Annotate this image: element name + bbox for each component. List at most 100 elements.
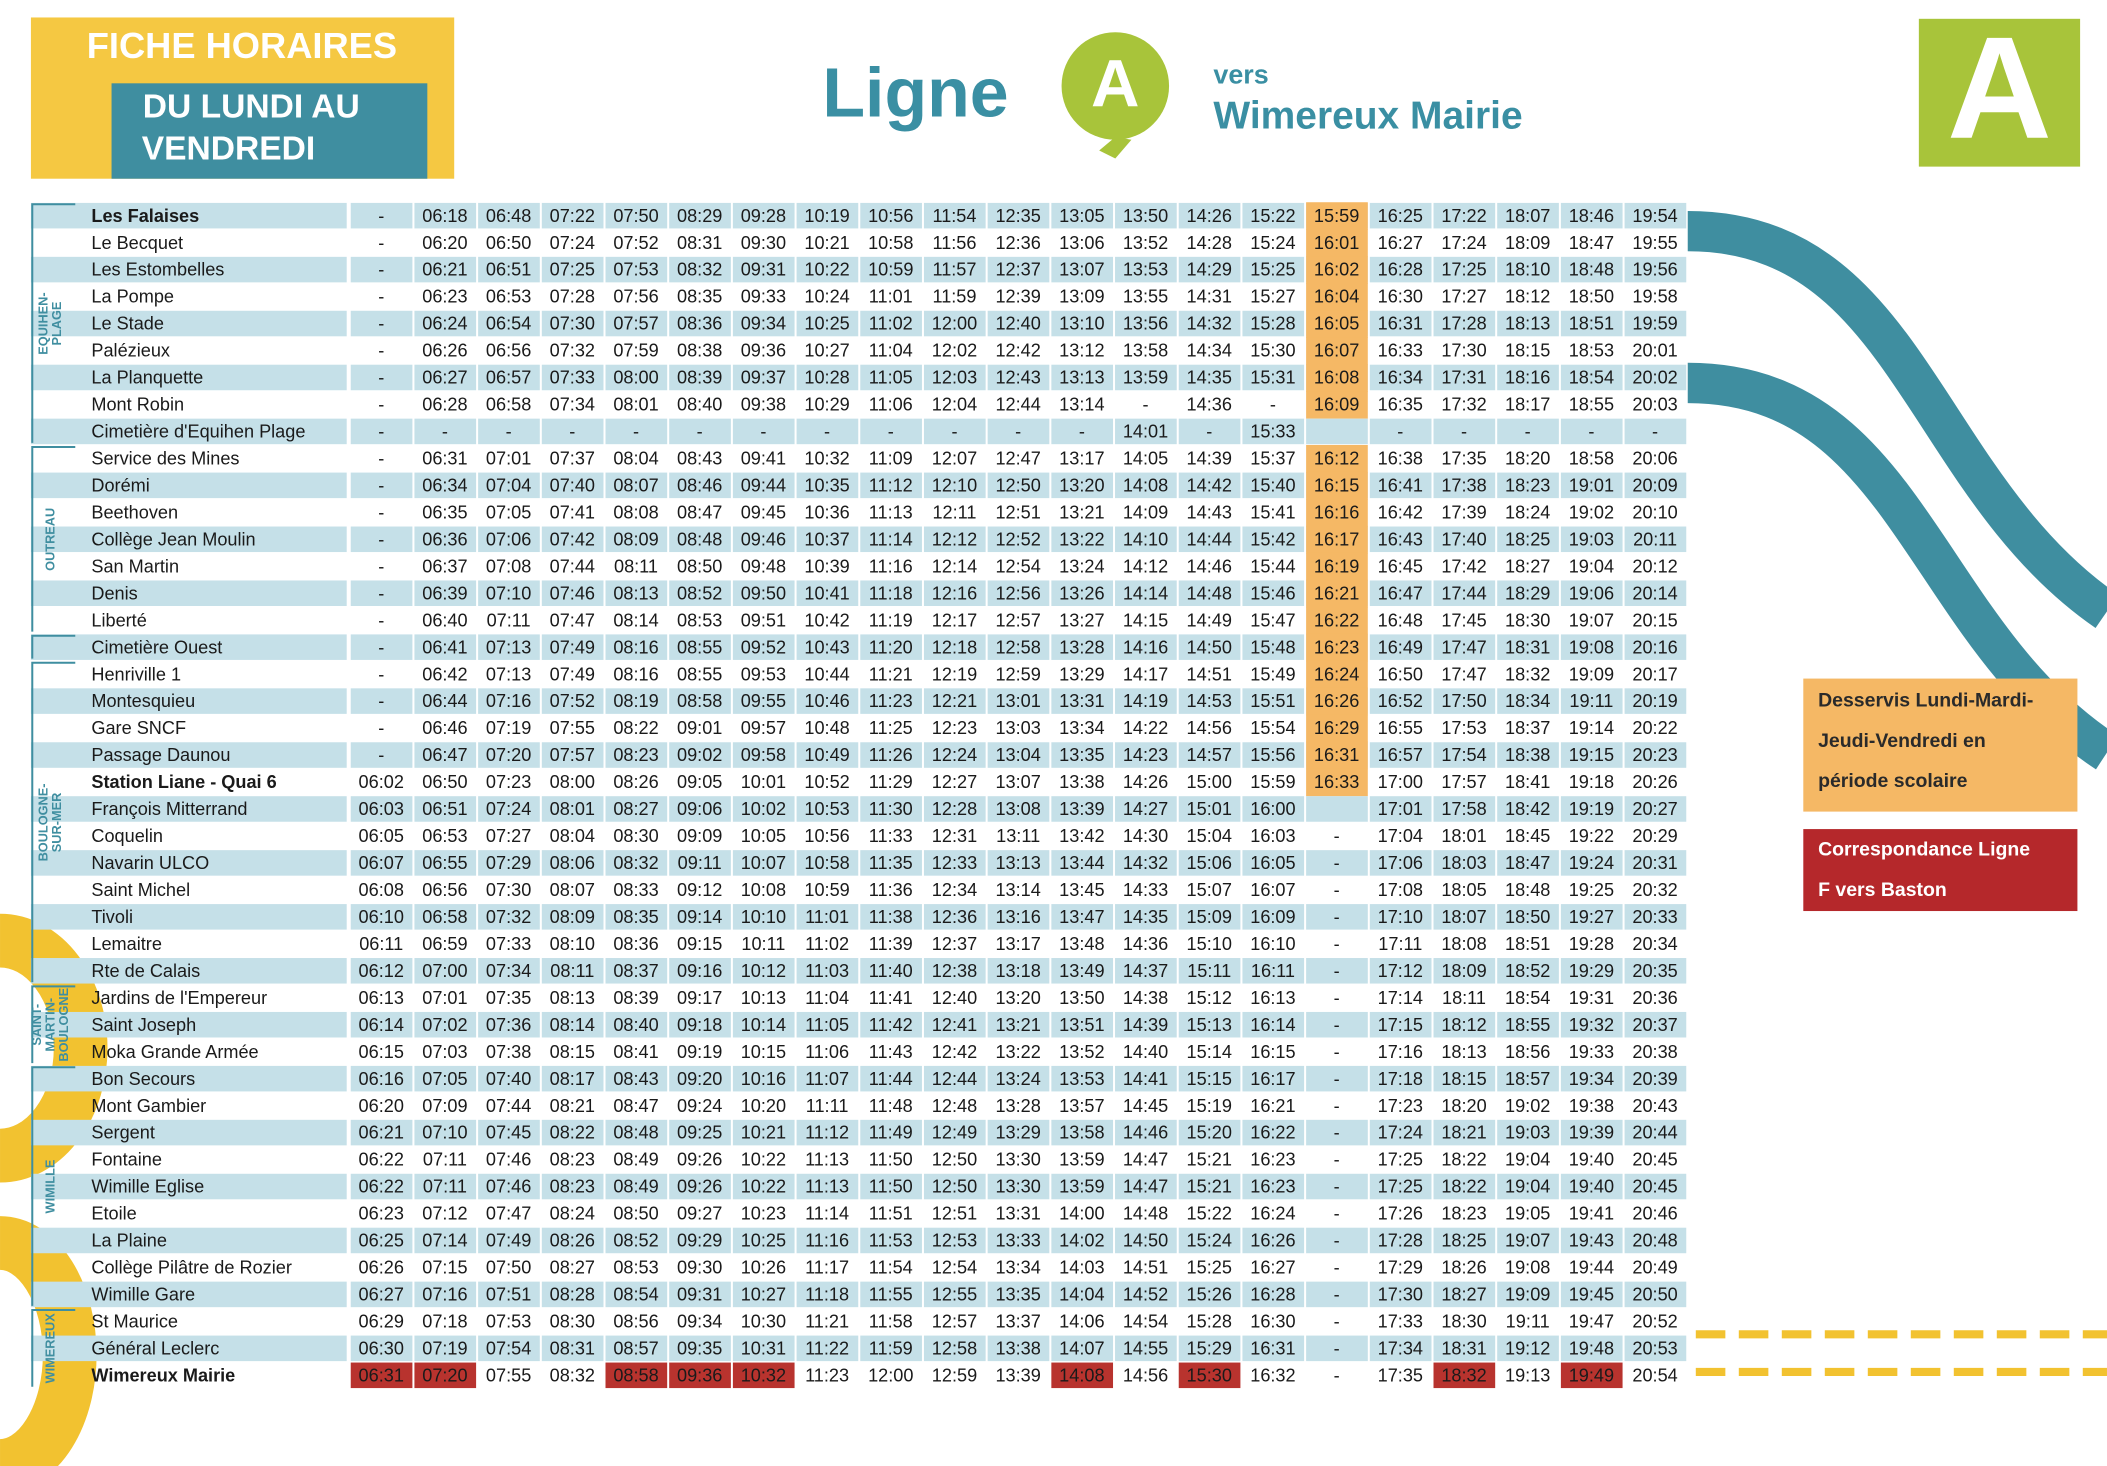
time: 14:48 (1187, 583, 1232, 603)
time: 17:35 (1378, 1365, 1423, 1385)
cell-shade (796, 1119, 859, 1146)
time: 10:01 (741, 772, 786, 792)
cell-shade (1115, 526, 1177, 553)
time: - (1079, 422, 1085, 442)
cell-shade (350, 1281, 413, 1308)
time: 17:44 (1441, 583, 1486, 603)
cell-shade (1306, 1065, 1368, 1092)
time: 10:14 (741, 1015, 786, 1035)
time: 16:26 (1314, 691, 1359, 711)
time: 14:51 (1123, 1258, 1168, 1278)
stop-name: Henriville 1 (91, 664, 181, 684)
time: 06:05 (359, 826, 404, 846)
time: 15:22 (1187, 1204, 1232, 1224)
stop-name: Mont Gambier (91, 1096, 206, 1116)
time: 11:12 (869, 475, 913, 495)
time: 19:04 (1505, 1150, 1550, 1170)
time: 08:29 (677, 206, 722, 226)
time: - (378, 637, 384, 657)
time: 18:09 (1441, 961, 1486, 981)
time: 14:54 (1123, 1312, 1168, 1332)
time: 11:48 (869, 1096, 913, 1116)
time: 16:25 (1378, 206, 1423, 226)
cell-shade (350, 256, 413, 283)
time: 10:21 (804, 233, 849, 253)
cell-shade (923, 904, 986, 930)
time: 12:10 (932, 475, 977, 495)
time: 16:31 (1378, 314, 1423, 334)
cell-shade (669, 580, 731, 606)
time: 14:50 (1187, 637, 1232, 657)
time: 06:15 (359, 1042, 404, 1062)
time: 14:52 (1123, 1285, 1168, 1305)
time: 14:40 (1123, 1042, 1168, 1062)
cell-shade (1433, 904, 1496, 930)
time: 08:37 (613, 961, 658, 981)
time: 15:30 (1187, 1365, 1232, 1385)
time: 13:56 (1123, 314, 1168, 334)
cell-shade (478, 202, 540, 229)
cell-shade (1051, 796, 1114, 822)
zone-label: MARTIN- (42, 998, 57, 1052)
cell-shade (1560, 904, 1623, 930)
time: 14:34 (1187, 341, 1232, 361)
cell-shade (923, 1227, 986, 1254)
time: 18:03 (1441, 853, 1486, 873)
cell-shade (1497, 580, 1559, 606)
time: - (378, 691, 384, 711)
legend-text: Jeudi-Vendredi en (1818, 730, 1986, 752)
time: 08:14 (550, 1015, 595, 1035)
time: 08:32 (677, 260, 722, 280)
time: 07:40 (486, 1069, 531, 1089)
stop-name: Station Liane - Quai 6 (91, 772, 276, 792)
cell-shade (796, 364, 859, 391)
time: 13:34 (1059, 718, 1104, 738)
time: 10:56 (868, 206, 913, 226)
time: 10:44 (804, 664, 849, 684)
time: 08:08 (613, 502, 658, 522)
time: 20:12 (1632, 556, 1677, 576)
cell-shade (605, 1119, 668, 1146)
cell-shade (350, 580, 413, 606)
stop-name: Lemaitre (91, 934, 162, 954)
row-shade (30, 1227, 347, 1254)
cell-shade (1369, 418, 1432, 445)
time: 06:51 (422, 799, 467, 819)
time: 18:41 (1505, 772, 1550, 792)
time: 20:35 (1632, 961, 1677, 981)
time: 06:16 (359, 1069, 404, 1089)
cell-shade (1306, 1011, 1368, 1038)
line-letter: A (1091, 46, 1140, 121)
time: 14:49 (1187, 610, 1232, 630)
time: 13:05 (1059, 206, 1104, 226)
cell-shade (1624, 796, 1687, 822)
cell-shade (1560, 1335, 1623, 1362)
time: 10:27 (804, 341, 849, 361)
stop-name: Bon Secours (91, 1069, 195, 1089)
cell-shade (1306, 1281, 1368, 1308)
cell-shade (541, 850, 604, 876)
time: - (760, 422, 766, 442)
time: 15:47 (1250, 610, 1295, 630)
time: 12:38 (932, 961, 977, 981)
time: 13:52 (1059, 1042, 1104, 1062)
time: 15:51 (1250, 691, 1295, 711)
time: 07:46 (550, 583, 595, 603)
cell-shade (1115, 1281, 1177, 1308)
cell-shade (1306, 796, 1368, 822)
time: - (378, 449, 384, 469)
cell-shade (923, 742, 986, 768)
time: 06:40 (422, 610, 467, 630)
cell-shade (414, 364, 477, 391)
time: 18:12 (1441, 1015, 1486, 1035)
cell-shade (478, 796, 540, 822)
time: 12:02 (932, 341, 977, 361)
time: 19:06 (1569, 583, 1614, 603)
time: 14:44 (1187, 529, 1232, 549)
time: 06:50 (486, 233, 531, 253)
cell-shade (1178, 850, 1241, 876)
cell-shade (1178, 796, 1241, 822)
time: 11:13 (869, 502, 913, 522)
time: 11:18 (805, 1285, 849, 1305)
time: 10:31 (741, 1338, 786, 1358)
